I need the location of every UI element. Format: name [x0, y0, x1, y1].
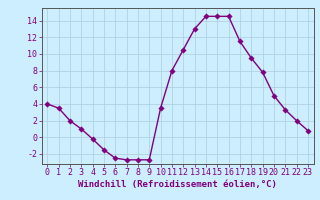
X-axis label: Windchill (Refroidissement éolien,°C): Windchill (Refroidissement éolien,°C) — [78, 180, 277, 189]
